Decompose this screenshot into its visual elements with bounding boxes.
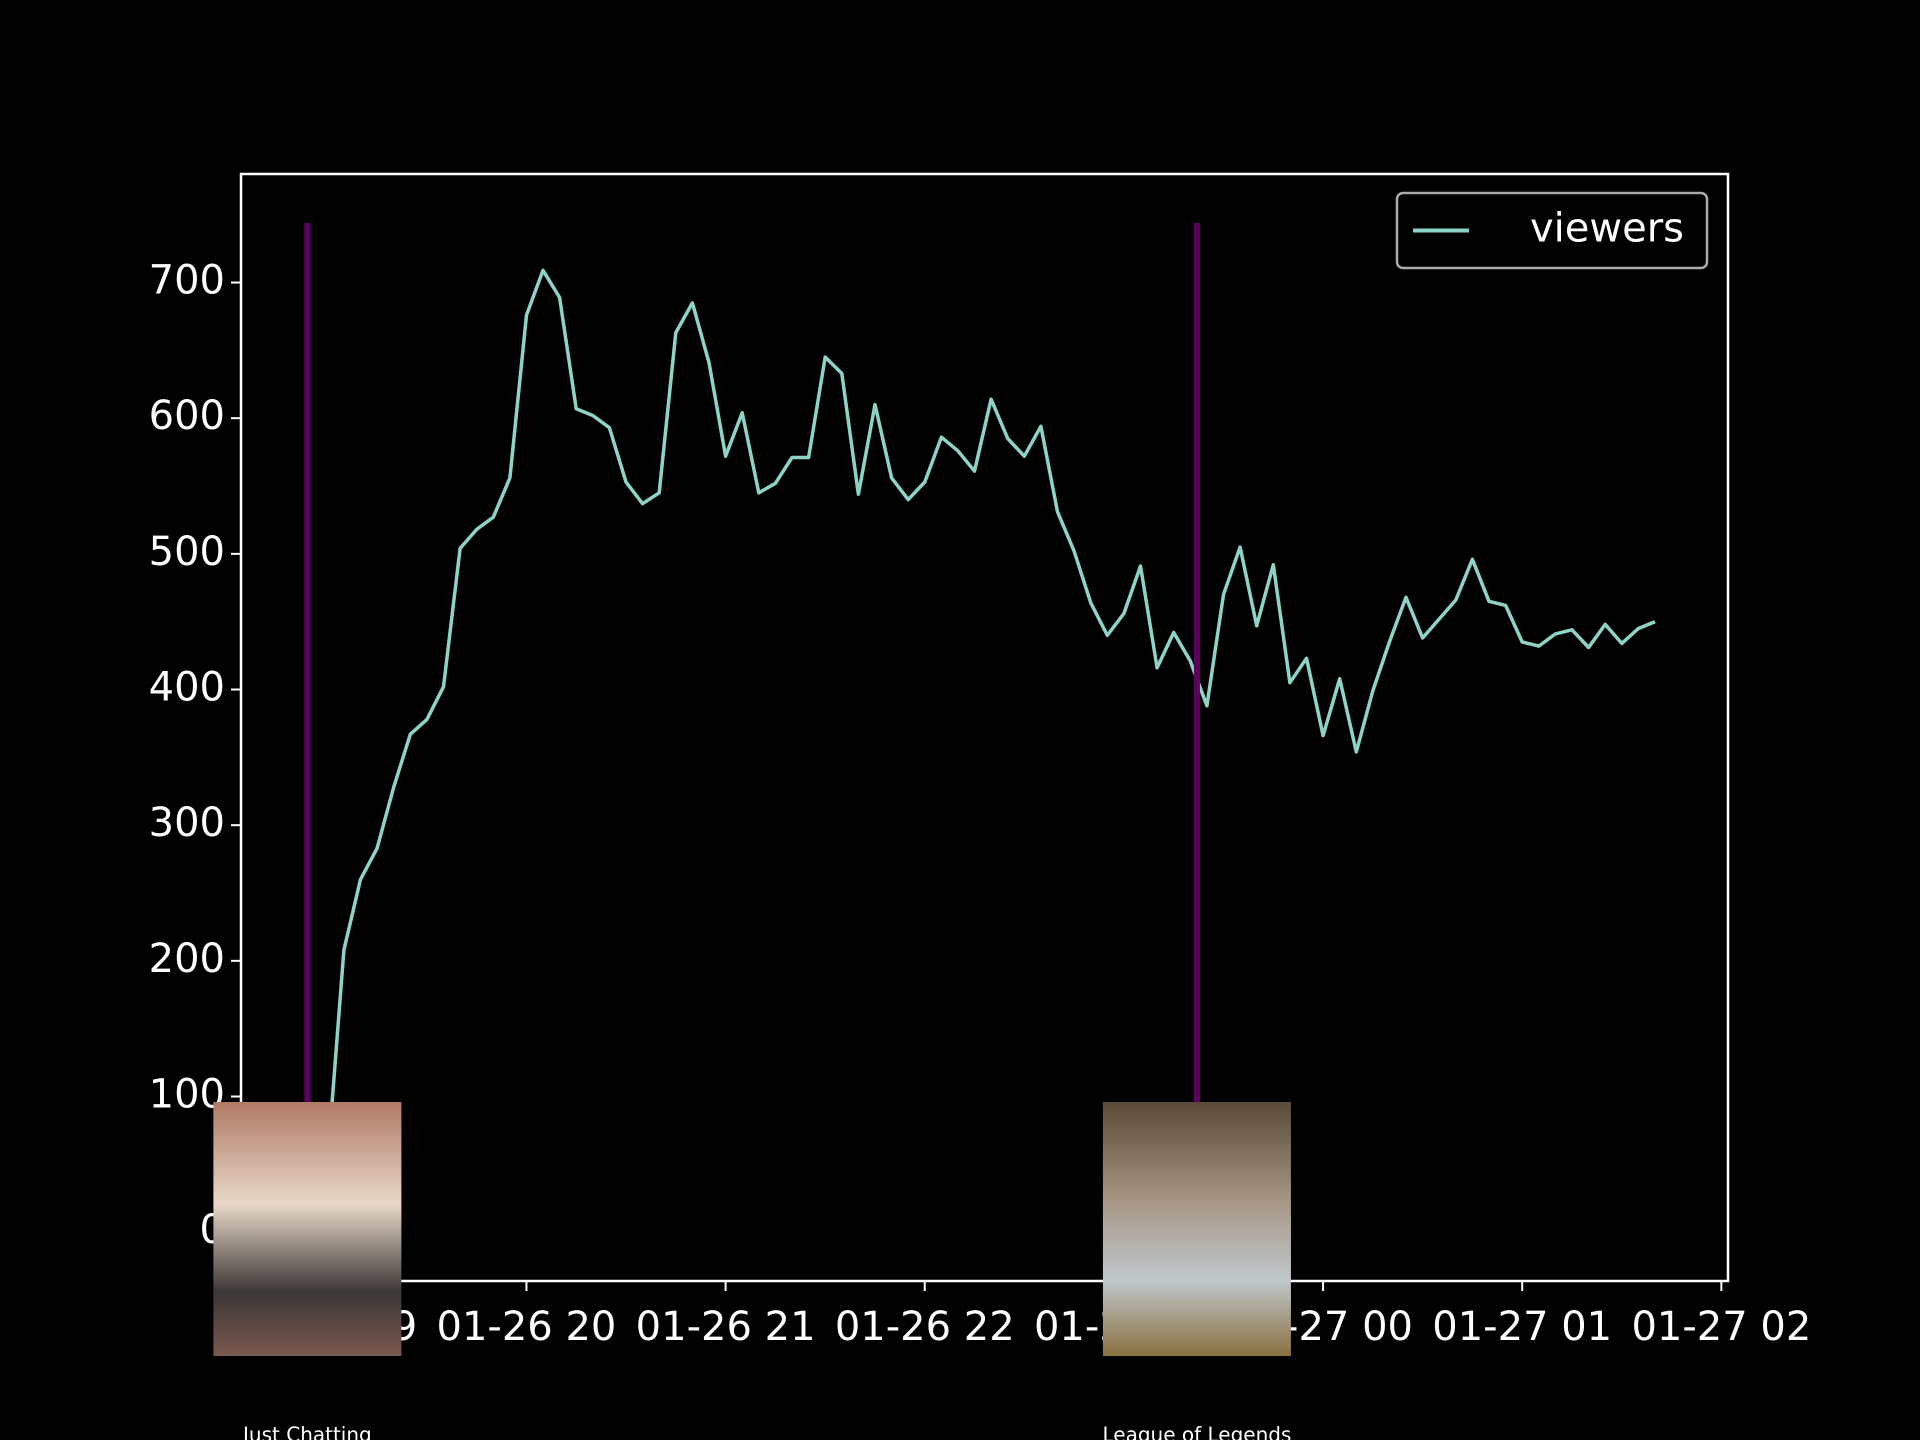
x-tick-label: 01-26 22 <box>835 1304 1015 1350</box>
y-tick-label: 300 <box>149 800 225 846</box>
x-tick-label: 01-27 02 <box>1631 1304 1811 1350</box>
x-tick-label: 01-27 01 <box>1432 1304 1612 1350</box>
y-tick-label: 500 <box>149 529 225 575</box>
game-label: Just Chatting <box>241 1423 372 1440</box>
legend-label: viewers <box>1530 206 1684 252</box>
series-line <box>325 268 1656 1165</box>
legend-box <box>1395 191 1709 270</box>
y-tick-label: 700 <box>149 258 225 304</box>
y-tick-label: 400 <box>149 665 225 711</box>
game-thumbnail <box>1102 1102 1291 1356</box>
x-tick-label: 01-26 20 <box>437 1304 617 1350</box>
y-tick-label: 100 <box>149 1072 225 1118</box>
x-tick-label: 01-26 21 <box>636 1304 816 1350</box>
y-tick-label: 600 <box>149 393 225 439</box>
axes-frame <box>239 172 1730 1283</box>
game-thumbnail <box>213 1102 402 1356</box>
y-tick-label: 200 <box>149 936 225 982</box>
game-label: League of Legends <box>1102 1423 1291 1440</box>
